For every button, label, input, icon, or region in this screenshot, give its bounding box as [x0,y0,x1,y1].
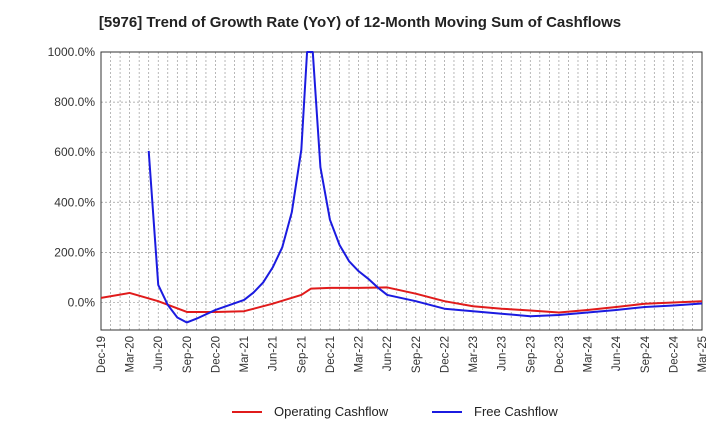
x-tick-label: Mar-20 [125,336,137,372]
y-tick-label: 600.0% [54,145,95,159]
y-tick-label: 1000.0% [48,45,96,59]
x-tick-label: Mar-23 [468,336,480,372]
x-tick-label: Dec-24 [668,335,680,373]
y-tick-label: 200.0% [54,245,95,259]
legend-swatch-free [432,410,462,413]
x-tick-label: Mar-21 [239,336,251,372]
x-tick-label: Dec-21 [325,336,337,373]
x-tick-label: Mar-24 [583,335,595,372]
plot-frame [100,51,703,331]
x-tick-label: Sep-20 [182,336,194,373]
x-tick-label: Sep-21 [296,336,308,373]
x-tick-label: Sep-23 [525,336,537,373]
x-tick-label: Dec-20 [210,336,222,373]
x-tick-label: Jun-22 [382,336,394,371]
y-tick-label: 400.0% [54,195,95,209]
x-tick-label: Mar-22 [354,336,366,372]
tick-labels: 0.0% 200.0% 400.0% 600.0% 800.0% 1000.0% Dec-1… [48,45,709,373]
series-lines [101,51,702,324]
x-tick-label: Dec-22 [439,336,451,373]
series-line-free-cashflow [147,51,702,324]
legend: Operating Cashflow Free Cashflow [0,404,720,426]
x-tick-label: Sep-24 [640,335,652,373]
legend-swatch-operating [232,410,262,413]
chart-title: [5976] Trend of Growth Rate (YoY) of 12-… [98,14,622,31]
x-tick-label: Jun-23 [497,336,509,371]
x-tick-label: Mar-25 [697,336,709,372]
x-tick-label: Jun-20 [153,336,165,371]
y-tick-label: 0.0% [68,295,96,309]
grid-lines [100,51,703,330]
x-tick-label: Dec-19 [96,336,108,373]
axes [100,51,703,331]
legend-item-operating-cashflow: Operating Cashflow [232,404,388,419]
legend-label-operating: Operating Cashflow [274,404,389,419]
legend-label-free: Free Cashflow [474,404,558,419]
y-tick-label: 800.0% [54,95,95,109]
x-tick-label: Jun-21 [268,336,280,371]
x-tick-label: Sep-22 [411,336,423,373]
line-chart: 0.0% 200.0% 400.0% 600.0% 800.0% 1000.0% Dec-1… [48,45,709,373]
x-tick-label: Jun-24 [611,335,623,371]
legend-item-free-cashflow: Free Cashflow [432,404,558,419]
x-tick-label: Dec-23 [554,336,566,373]
